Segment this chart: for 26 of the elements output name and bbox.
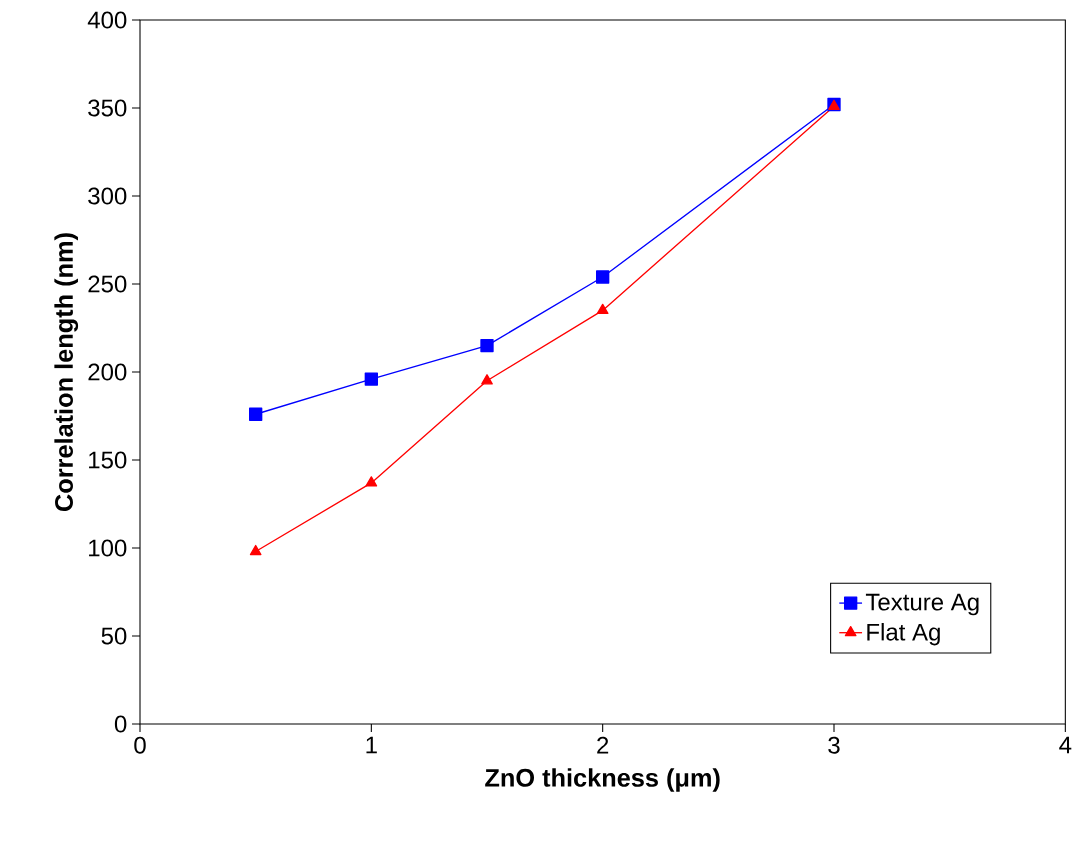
y-axis-title: Correlation length (nm): [54, 233, 79, 511]
legend-label: Flat Ag: [867, 623, 940, 646]
x-tick-label: 1: [366, 736, 377, 754]
x-tick-label: 3: [828, 736, 840, 754]
point: [596, 270, 610, 284]
x-tick-label: 2: [597, 736, 609, 754]
y-tick-label: 250: [88, 275, 127, 293]
y-tick-label: 400: [87, 11, 127, 29]
y-tick-label: 150: [89, 451, 127, 469]
y-tick-label: 300: [88, 187, 127, 205]
y-tick-label: 0: [114, 715, 127, 733]
x-tick-label: 4: [1059, 736, 1072, 754]
legend-label: Texture Ag: [865, 593, 979, 616]
y-tick-label: 200: [88, 363, 127, 381]
y-tick-label: 50: [101, 627, 127, 645]
point: [480, 338, 494, 353]
point: [364, 372, 379, 386]
x-tick-label: 0: [134, 736, 146, 754]
point: [596, 303, 609, 315]
point: [365, 476, 378, 487]
point: [249, 407, 263, 421]
point: [481, 374, 493, 385]
x-axis-title: ZnO thickness (μm): [485, 768, 720, 792]
y-tick-label: 350: [88, 99, 127, 117]
point: [249, 544, 262, 556]
y-tick-label: 100: [89, 539, 127, 557]
